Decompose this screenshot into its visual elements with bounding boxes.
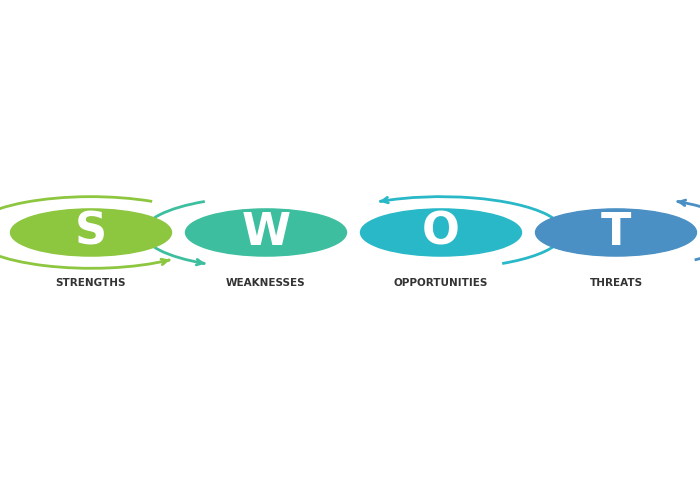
Text: Pivotal Investment Corporation III
(PICC): Pivotal Investment Corporation III (PICC… — [84, 39, 616, 108]
Text: O: O — [422, 211, 460, 254]
Circle shape — [186, 209, 346, 256]
Circle shape — [536, 209, 696, 256]
Text: WEAKNESSES: WEAKNESSES — [226, 278, 306, 288]
Text: OPPORTUNITIES: OPPORTUNITIES — [394, 278, 488, 288]
Text: SWOT Analysis: SWOT Analysis — [175, 399, 525, 441]
Text: STRENGTHS: STRENGTHS — [56, 278, 126, 288]
Text: W: W — [241, 211, 290, 254]
Text: T: T — [601, 211, 631, 254]
Circle shape — [360, 209, 522, 256]
Circle shape — [10, 209, 172, 256]
Text: S: S — [75, 211, 107, 254]
Text: THREATS: THREATS — [589, 278, 643, 288]
